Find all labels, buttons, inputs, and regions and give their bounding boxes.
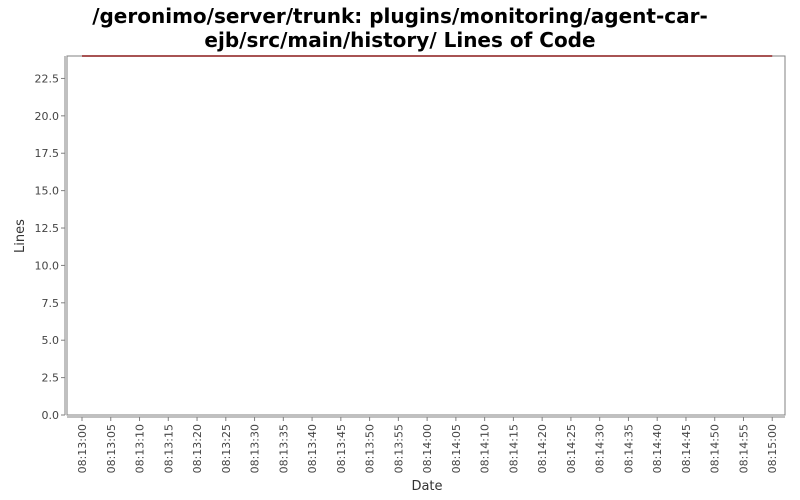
y-tick-label: 0.0 <box>42 409 60 422</box>
y-tick-label: 12.5 <box>35 222 60 235</box>
y-tick-label: 10.0 <box>35 259 60 272</box>
y-tick-label: 22.5 <box>35 72 60 85</box>
x-tick-label: 08:14:00 <box>421 424 434 473</box>
x-tick-label: 08:14:30 <box>594 424 607 473</box>
y-tick-label: 7.5 <box>42 297 60 310</box>
x-tick-label: 08:13:55 <box>392 424 405 473</box>
x-tick-label: 08:14:45 <box>680 424 693 473</box>
y-axis-label: Lines <box>13 219 28 253</box>
x-tick-label: 08:13:10 <box>134 424 147 473</box>
x-tick-label: 08:13:25 <box>220 424 233 473</box>
x-tick-label: 08:13:30 <box>249 424 262 473</box>
x-tick-label: 08:13:05 <box>105 424 118 473</box>
x-tick-label: 08:14:05 <box>450 424 463 473</box>
chart-title-line-2: ejb/src/main/history/ Lines of Code <box>204 28 595 52</box>
x-tick-label: 08:14:25 <box>565 424 578 473</box>
x-tick-label: 08:13:50 <box>364 424 377 473</box>
x-tick-label: 08:13:00 <box>76 424 89 473</box>
x-tick-label: 08:13:35 <box>277 424 290 473</box>
y-tick-label: 20.0 <box>35 110 60 123</box>
y-axis-ticks: 0.0 2.5 5.0 7.5 10.0 12.5 15.0 17.5 20.0 22.5 <box>35 72 65 422</box>
x-tick-label: 08:15:00 <box>766 424 779 473</box>
y-tick-label: 15.0 <box>35 185 60 198</box>
y-tick-label: 17.5 <box>35 147 60 160</box>
x-tick-label: 08:14:40 <box>651 424 664 473</box>
plot-area <box>66 55 786 416</box>
x-tick-label: 08:14:20 <box>536 424 549 473</box>
x-tick-label: 08:14:55 <box>737 424 750 473</box>
x-tick-label: 08:14:50 <box>709 424 722 473</box>
x-tick-label: 08:13:20 <box>191 424 204 473</box>
x-axis-label: Date <box>411 479 442 494</box>
x-tick-label: 08:14:15 <box>507 424 520 473</box>
y-tick-label: 5.0 <box>42 334 60 347</box>
x-tick-label: 08:13:40 <box>306 424 319 473</box>
x-tick-label: 08:14:35 <box>622 424 635 473</box>
chart-title-line-1: /geronimo/server/trunk: plugins/monitori… <box>92 4 708 28</box>
x-tick-label: 08:13:45 <box>335 424 348 473</box>
y-tick-label: 2.5 <box>42 372 60 385</box>
x-tick-label: 08:13:15 <box>162 424 175 473</box>
x-axis-ticks: 08:13:00 08:13:05 08:13:10 08:13:15 08:13:20… <box>76 417 779 473</box>
x-tick-label: 08:14:10 <box>479 424 492 473</box>
